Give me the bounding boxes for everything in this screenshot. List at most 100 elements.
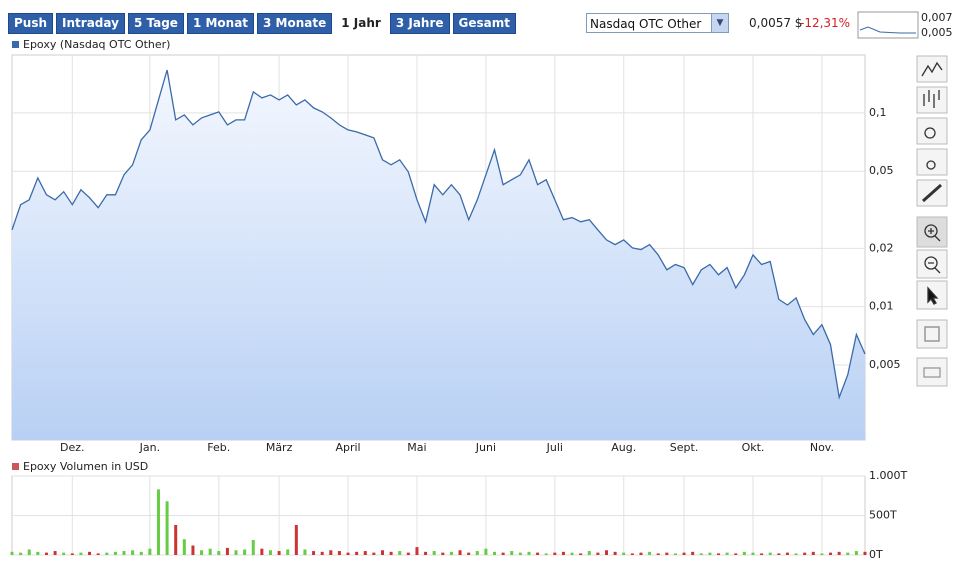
legend-label: Epoxy Volumen in USD bbox=[23, 460, 148, 473]
volume-bar bbox=[467, 552, 471, 555]
tool-pointer[interactable] bbox=[916, 280, 948, 310]
volume-bar bbox=[234, 550, 238, 555]
tool-ohlc[interactable] bbox=[916, 86, 948, 114]
range-button[interactable]: 1 Monat bbox=[186, 13, 255, 34]
volume-bar bbox=[449, 551, 453, 555]
y-tick-label: 1.000T bbox=[869, 469, 907, 482]
y-tick-label: 0T bbox=[869, 548, 883, 561]
icon bbox=[923, 90, 940, 108]
tool-zoom-in[interactable] bbox=[916, 216, 948, 248]
volume-bar bbox=[113, 551, 117, 555]
volume-bar bbox=[432, 551, 436, 555]
volume-bar bbox=[656, 553, 660, 555]
exchange-select[interactable]: Nasdaq OTC Other ▼ bbox=[586, 13, 729, 33]
tool-indicator[interactable] bbox=[916, 117, 948, 145]
tool-print[interactable] bbox=[916, 357, 948, 387]
range-button[interactable]: 5 Tage bbox=[127, 13, 184, 34]
volume-bar bbox=[165, 501, 169, 555]
tool-icons bbox=[921, 61, 943, 378]
tool-draw[interactable] bbox=[916, 179, 948, 207]
volume-bar bbox=[751, 552, 755, 555]
volume-bar bbox=[363, 551, 367, 555]
y-tick-label: 500T bbox=[869, 509, 897, 522]
volume-bar bbox=[312, 551, 316, 555]
volume-bar bbox=[148, 548, 152, 555]
volume-bar bbox=[665, 552, 669, 555]
icon bbox=[928, 228, 941, 242]
volume-bar bbox=[36, 551, 40, 555]
x-tick-label: März bbox=[266, 441, 293, 454]
volume-bar bbox=[441, 552, 445, 555]
icon bbox=[928, 262, 941, 274]
volume-bar bbox=[251, 539, 255, 555]
volume-bar bbox=[243, 549, 247, 555]
volume-bar bbox=[579, 553, 583, 555]
y-tick-label: 0,05 bbox=[869, 164, 894, 177]
volume-bar bbox=[518, 552, 522, 555]
volume-bar bbox=[44, 552, 48, 555]
volume-bar bbox=[553, 552, 557, 555]
volume-bar bbox=[329, 550, 333, 555]
dropdown-arrow[interactable]: ▼ bbox=[711, 14, 728, 32]
range-button[interactable]: 3 Monate bbox=[257, 13, 333, 34]
x-tick-label: Mai bbox=[407, 441, 426, 454]
x-tick-label: Okt. bbox=[742, 441, 765, 454]
volume-bar bbox=[794, 553, 798, 555]
volume-bar bbox=[622, 552, 626, 555]
icon bbox=[927, 286, 939, 305]
volume-bar bbox=[10, 551, 14, 555]
volume-bar bbox=[139, 551, 143, 555]
volume-bar bbox=[320, 551, 324, 555]
volume-bar bbox=[105, 552, 109, 555]
volume-bar bbox=[389, 551, 393, 555]
volume-bar bbox=[829, 552, 833, 555]
x-tick-label: Jan. bbox=[139, 441, 160, 454]
volume-bar bbox=[70, 553, 74, 555]
tool-line[interactable] bbox=[916, 55, 948, 83]
volume-bar bbox=[484, 548, 488, 555]
range-button[interactable]: Intraday bbox=[56, 13, 125, 34]
range-button[interactable]: Push bbox=[8, 13, 54, 34]
volume-bar bbox=[268, 550, 272, 555]
volume-bar bbox=[96, 553, 100, 555]
range-button[interactable]: 3 Jahre bbox=[389, 13, 450, 34]
volume-bar bbox=[605, 550, 609, 555]
x-tick-label: Nov. bbox=[810, 441, 834, 454]
mini-line bbox=[859, 26, 916, 34]
volume-bar bbox=[803, 552, 807, 555]
range-button[interactable]: 1 Jahr bbox=[335, 13, 387, 34]
tool-settings[interactable] bbox=[916, 148, 948, 176]
exchange-label: Nasdaq OTC Other bbox=[590, 17, 702, 31]
tool-save[interactable] bbox=[916, 319, 948, 349]
volume-bar bbox=[62, 552, 66, 555]
y-tick-label: 0,1 bbox=[869, 106, 887, 119]
volume-bar bbox=[863, 551, 867, 555]
x-tick-label: Aug. bbox=[611, 441, 636, 454]
x-tick-label: Dez. bbox=[60, 441, 85, 454]
icon bbox=[923, 367, 941, 378]
price: 0,0057 $ bbox=[749, 16, 803, 30]
volume-bar bbox=[79, 552, 83, 555]
y-tick-label: 0,02 bbox=[869, 241, 894, 254]
range-button[interactable]: Gesamt bbox=[452, 13, 516, 34]
tool-zoom-out[interactable] bbox=[916, 249, 948, 279]
volume-bar bbox=[346, 552, 350, 555]
legend-label: Epoxy (Nasdaq OTC Other) bbox=[23, 38, 170, 51]
volume-bar bbox=[27, 549, 31, 555]
volume-bar bbox=[734, 553, 738, 555]
volume-bar bbox=[406, 552, 410, 555]
x-tick-label: Feb. bbox=[207, 441, 230, 454]
volume-bar bbox=[380, 550, 384, 555]
volume-bar bbox=[717, 553, 721, 555]
mini-label: 0,007 bbox=[921, 11, 953, 24]
icon bbox=[924, 127, 936, 139]
volume-bar bbox=[493, 551, 497, 555]
volume-bar bbox=[570, 552, 574, 555]
volume-bar bbox=[277, 551, 281, 555]
mini-label: 0,005 bbox=[921, 26, 953, 39]
volume-bar bbox=[820, 553, 824, 555]
volume-bar bbox=[398, 551, 402, 555]
volume-bar bbox=[303, 549, 307, 555]
